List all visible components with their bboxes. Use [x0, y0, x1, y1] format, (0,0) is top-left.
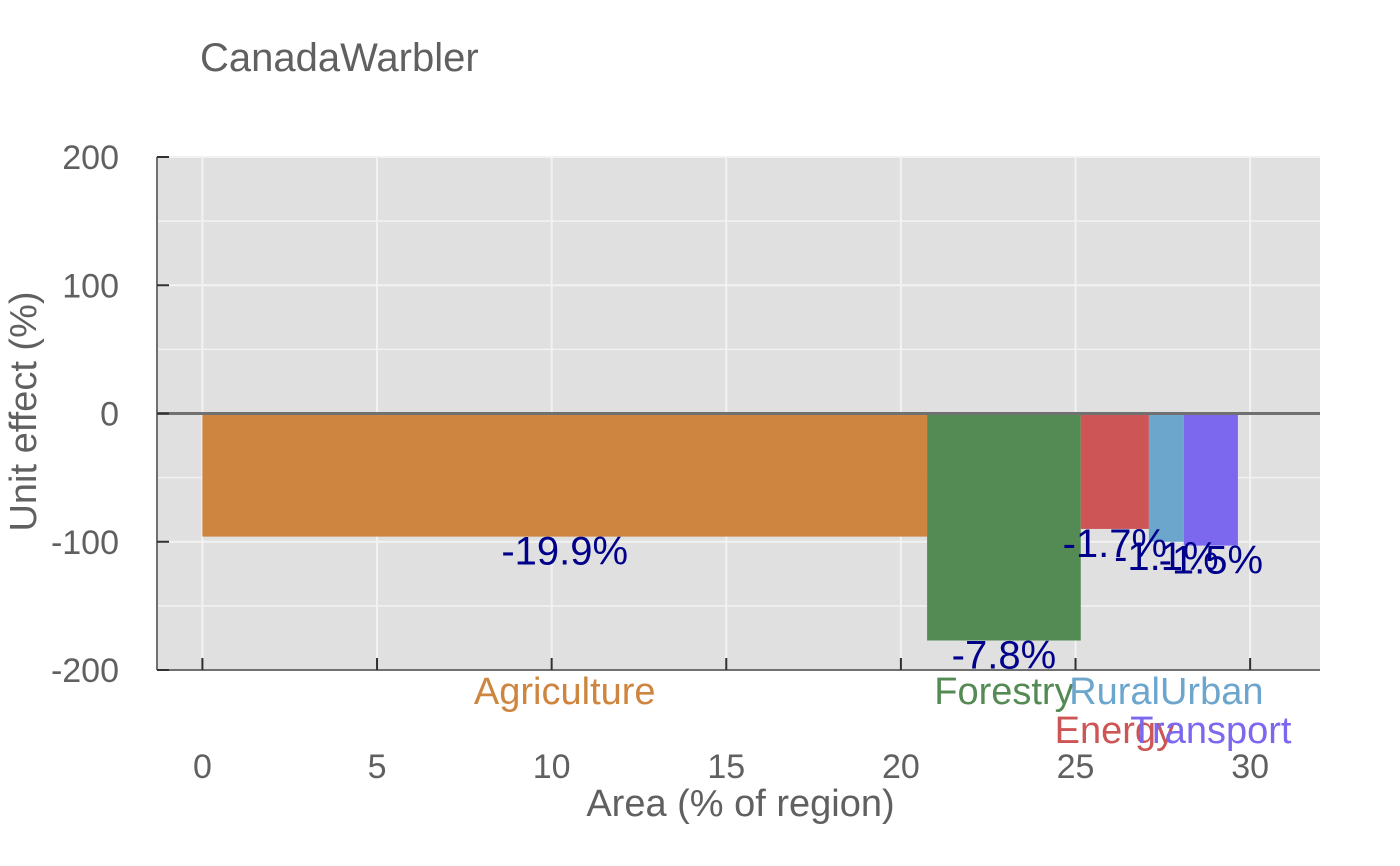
value-label-ruralurban: -1.1% — [1114, 535, 1219, 579]
category-label-ruralurban: RuralUrban — [1069, 671, 1263, 713]
value-label-forestry: -7.8% — [952, 634, 1057, 678]
value-label-energy: -1.7% — [1063, 522, 1168, 566]
bar-agriculture — [202, 413, 928, 537]
x-tick-label: 5 — [368, 748, 387, 786]
category-label-energy: Energy — [1055, 710, 1175, 752]
bar-transport — [1183, 413, 1238, 546]
y-tick-label: 200 — [62, 139, 119, 177]
bars — [202, 413, 1238, 641]
x-tick-label: 15 — [707, 748, 745, 786]
y-tick-label: -100 — [51, 524, 119, 562]
value-label-agriculture: -19.9% — [501, 530, 628, 574]
y-axis-label: Unit effect (%) — [3, 291, 45, 531]
x-tick-label: 20 — [882, 748, 920, 786]
x-tick-label: 30 — [1231, 748, 1269, 786]
x-tick-label: 25 — [1057, 748, 1095, 786]
value-labels: -19.9% -7.8% -1.7%-1.1%-1.5% — [501, 522, 1263, 678]
category-labels: Agriculture ForestryEnergyRuralUrbanTrans… — [474, 671, 1292, 752]
value-label-transport: -1.5% — [1159, 539, 1264, 583]
chart-title: CanadaWarbler — [200, 36, 479, 80]
y-tick-label: 100 — [62, 267, 119, 305]
bar-energy — [1080, 413, 1149, 529]
axes: -200 -100 0 100 200 0 5 10 15 20 25 30 — [51, 139, 1320, 786]
category-label-transport: Transport — [1130, 710, 1292, 752]
bar-forestry — [927, 413, 1081, 641]
x-tick-label: 10 — [533, 748, 571, 786]
bar-ruralurban — [1148, 413, 1184, 542]
category-label-forestry: Forestry — [934, 671, 1073, 713]
x-axis-label: Area (% of region) — [586, 783, 894, 825]
category-label-agriculture: Agriculture — [474, 671, 656, 713]
y-tick-label: -200 — [51, 652, 119, 690]
x-tick-label: 0 — [193, 748, 212, 786]
y-tick-label: 0 — [100, 396, 119, 434]
